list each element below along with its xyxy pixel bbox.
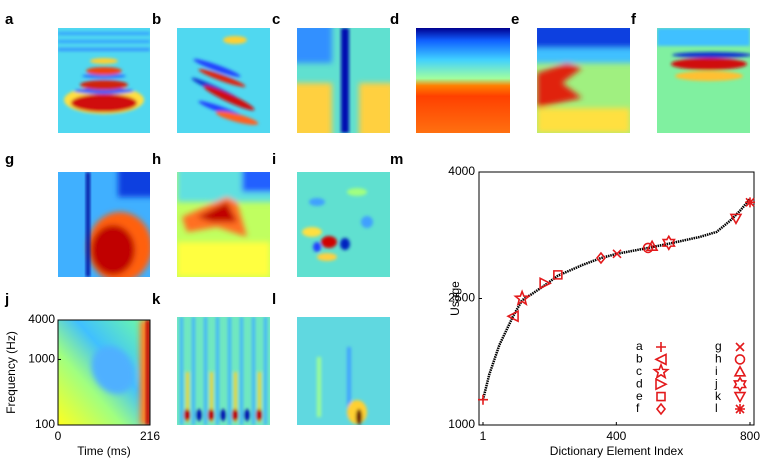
y-tick-label: 100 [35, 417, 55, 431]
heatmap-e [537, 28, 630, 133]
square [553, 270, 563, 280]
axes-m: 1 400 800 1000 2500 4000 Dictionary Element In… [448, 164, 760, 458]
legend-label: c [636, 364, 642, 378]
heatmap-f [657, 28, 750, 133]
panel-label: f [631, 11, 637, 28]
axis-frame [57, 319, 151, 426]
heatmap-h [177, 172, 270, 277]
legend-symbol [654, 353, 667, 366]
legend-label: k [715, 389, 722, 403]
heatmap-l [297, 317, 390, 425]
asterisk [745, 197, 755, 208]
legend-symbol [652, 362, 670, 380]
heatmap-g [58, 172, 150, 277]
panel-label: b [152, 11, 161, 28]
legend-symbol [733, 376, 747, 393]
y-axis-label: Usage [448, 281, 462, 316]
x-axis-label: Time (ms) [77, 444, 131, 458]
x-axis-label: Dictionary Element Index [550, 444, 683, 458]
y-tick-label: 4000 [28, 312, 55, 326]
axis-frame [478, 171, 755, 426]
legend-symbol [733, 391, 747, 404]
legend-symbol [655, 377, 668, 391]
heatmap-j [58, 320, 150, 425]
x-tick-label: 0 [55, 429, 62, 443]
y-tick-label: 1000 [448, 417, 475, 431]
triangle-right [539, 277, 552, 290]
legend-symbol [656, 391, 666, 402]
legend-label: e [636, 389, 643, 403]
panel-label: i [272, 151, 276, 168]
triangle-down [729, 213, 743, 226]
panel-label: a [5, 11, 14, 28]
heatmap-i [297, 172, 390, 277]
heatmap-k [177, 317, 270, 425]
x-tick-label: 1 [480, 429, 487, 443]
panel-label: d [390, 11, 399, 28]
panel-label: m [390, 151, 403, 168]
diamond [595, 251, 606, 265]
legend-label: a [636, 339, 643, 353]
usage-curve [481, 198, 751, 401]
legend-label: b [636, 352, 643, 366]
legend-symbol [735, 342, 745, 352]
legend-label: g [715, 339, 722, 353]
x-tick-label: 400 [606, 429, 626, 443]
panel-label: l [272, 291, 276, 308]
heatmap-b [177, 28, 270, 133]
axes-j: 0 216 100 1000 4000 Time (ms) Frequency (Hz) [4, 312, 160, 458]
star [513, 289, 531, 306]
legend-label: f [636, 401, 640, 415]
heatmap-d [416, 28, 510, 133]
panel-label: j [4, 291, 9, 308]
x [612, 249, 622, 259]
circle [642, 242, 654, 254]
legend-label: d [636, 376, 643, 390]
plus [478, 394, 488, 405]
legend-label: j [714, 376, 718, 390]
triangle-left [506, 309, 519, 323]
panel-labels: a b c d e f g h i j k l m [4, 11, 637, 308]
x-tick-label: 800 [740, 429, 760, 443]
panel-label: g [5, 151, 14, 168]
legend-symbol [655, 402, 667, 416]
triangle-up [645, 239, 659, 252]
heatmap-a [58, 28, 150, 133]
legend-symbol [735, 404, 745, 414]
y-tick-label: 2500 [448, 291, 475, 305]
y-tick-label: 1000 [28, 352, 55, 366]
legend-label: h [715, 352, 722, 366]
y-tick-label: 4000 [448, 164, 475, 178]
hexagram [661, 234, 676, 251]
panel-label: h [152, 151, 161, 168]
heatmap-c [297, 28, 390, 133]
y-axis-label: Frequency (Hz) [4, 331, 18, 414]
panel-label: k [152, 291, 161, 308]
legend-symbol [734, 354, 746, 365]
x-tick-label: 216 [140, 429, 160, 443]
panel-label: e [511, 11, 519, 28]
panel-label: c [272, 11, 280, 28]
legend-symbol [656, 342, 666, 352]
legend-label: i [715, 364, 718, 378]
legend-label: l [715, 401, 718, 415]
legend-symbol [733, 365, 747, 377]
